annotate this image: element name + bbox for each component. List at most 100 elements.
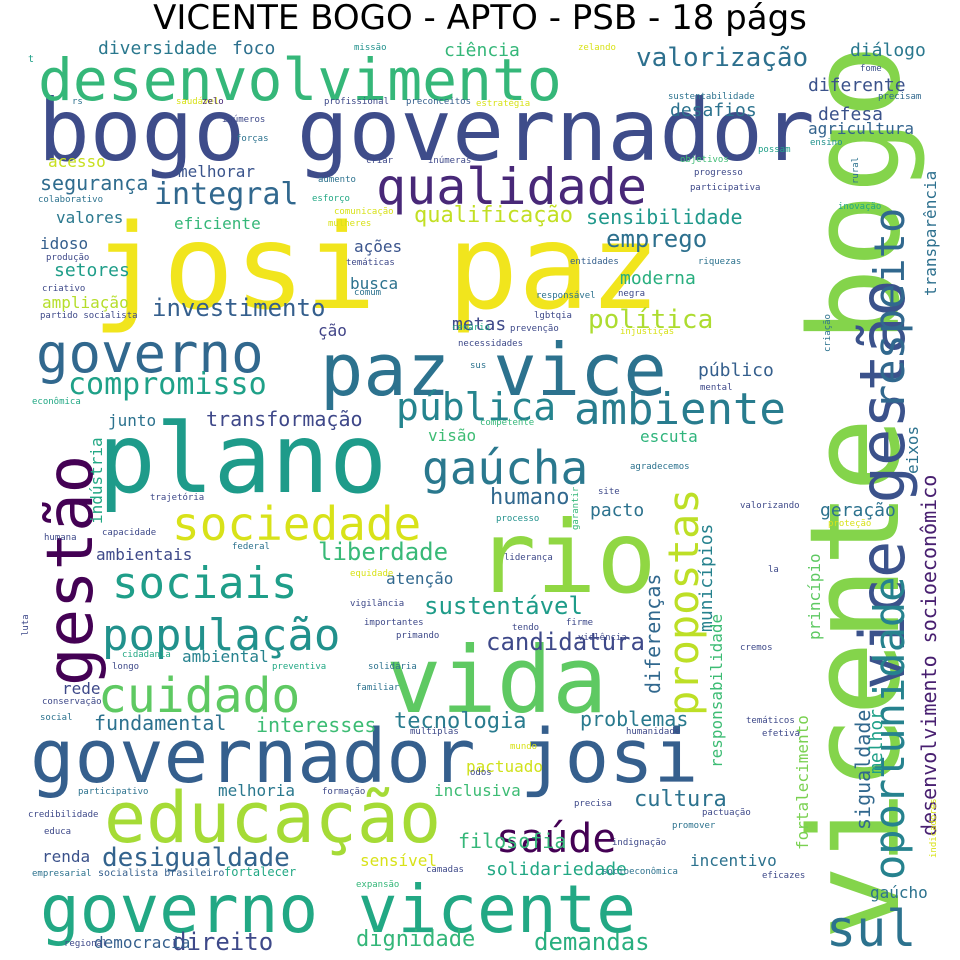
word-moderna: moderna (620, 268, 696, 289)
word-cuidado: cuidado (98, 668, 300, 724)
word-processo: processo (496, 514, 539, 524)
word-seguranca: segurança (40, 171, 148, 195)
word-qualificacao: qualificação (414, 203, 573, 228)
word-visao: visão (428, 426, 476, 445)
word-educacao: educação (104, 777, 441, 859)
word-municipios: municípios (696, 524, 717, 632)
word-demandas: demandas (534, 928, 650, 956)
word-integral: integral (154, 177, 299, 212)
word-trajetoria: trajetória (150, 492, 204, 503)
word-camadas: camadas (426, 865, 464, 875)
word-cao: ção (318, 321, 347, 340)
word-diversidade: diversidade (98, 38, 217, 59)
word-socialista-brasileiro: socialista brasileiro (98, 868, 224, 879)
word-governo-vicente: governo vicente (40, 871, 636, 948)
word-zelando: zelando (578, 43, 616, 53)
word-expansao: expansão (356, 880, 399, 890)
word-estrategia: estratégia (476, 98, 530, 109)
word-firme: firme (566, 618, 593, 628)
word-valorizacao: valorização (636, 43, 808, 73)
word-producao: produção (46, 253, 89, 263)
word-idoso: idoso (40, 234, 88, 253)
word-criar: criar (366, 156, 394, 166)
word-rural: rural (851, 157, 861, 184)
word-mundo: mundo (510, 742, 537, 752)
word-missao: missão (354, 43, 387, 53)
word-empresarial: empresarial (32, 869, 92, 879)
word-social: social (40, 713, 73, 723)
word-inovacao: inovação (838, 202, 881, 212)
word-setores: setores (54, 260, 130, 281)
word-responsabilidade: responsabilidade (707, 614, 726, 768)
word-valorizando: valorizando (740, 501, 800, 511)
word-diferencas: diferenças (641, 574, 665, 694)
word-democracia: democracia (94, 933, 190, 952)
word-pactuado: pactuado (466, 757, 543, 776)
word-formacao: formação (322, 787, 365, 797)
word-violencia: violência (578, 632, 627, 643)
word-longo: longo (112, 662, 139, 672)
word-sensivel: sensível (360, 851, 437, 870)
word-interesses: interesses (256, 713, 376, 737)
word-agradecemos: agradecemos (630, 462, 690, 472)
word-indignacao: indignação (612, 838, 666, 848)
word-entidades: entidades (570, 257, 619, 267)
word-ciencia: ciência (444, 40, 520, 61)
word-ambientais: ambientais (96, 545, 192, 564)
word-comunicacao: comunicação (334, 207, 394, 217)
word-desenvolvimento: desenvolvimento (38, 46, 562, 114)
word-respeito: respeito (865, 208, 914, 410)
word-comum: comum (354, 288, 381, 298)
word-inumeras: inúmeras (428, 156, 471, 166)
word-rio: rio (476, 499, 657, 616)
word-compromisso: compromisso (68, 367, 267, 402)
word-liberdade: liberdade (318, 538, 448, 566)
word-fortalecer: fortalecer (224, 865, 296, 879)
word-prevencao: prevenção (510, 324, 559, 334)
word-vice-gestao: vice gestão (846, 279, 919, 690)
word-objetivos: objetivos (680, 155, 729, 165)
word-emprego: emprego (606, 225, 707, 253)
word-sustentavel: sustentável (424, 592, 583, 620)
word-dignidade: dignidade (356, 927, 475, 952)
word-transformacao: transformação (206, 407, 363, 431)
word-melhoria: melhoria (218, 781, 295, 800)
word-promover: promover (672, 821, 716, 831)
word-socioeconomica: socioeconômica (602, 866, 678, 877)
word-industria: indústria (87, 437, 106, 524)
word-politica: política (588, 305, 713, 335)
word-renda: renda (42, 847, 90, 866)
word-governador-josi: governador josi (30, 714, 698, 800)
word-valores: valores (56, 208, 123, 227)
word-gaucha: gaúcha (422, 441, 588, 495)
word-melhorar: melhorar (178, 162, 255, 181)
word-escuta: escuta (640, 427, 698, 446)
word-primando: primando (396, 631, 439, 641)
word-injusticas: injustiças (620, 327, 674, 337)
word-busca: busca (350, 274, 398, 293)
word-solidariedade: solidariedade (486, 859, 627, 880)
word-bogo-governador: bogo governador (38, 81, 815, 181)
word-forcas: forças (236, 134, 269, 144)
word-principio: princípio (805, 553, 824, 640)
word-ensino: ensino (810, 138, 843, 148)
word-desigualdade: desigualdade (102, 843, 290, 873)
word-rede: rede (62, 679, 101, 698)
word-sustentabilidade: sustentabilidade (668, 92, 755, 102)
word-progresso: progresso (694, 168, 743, 178)
word-humana: humana (44, 533, 77, 543)
word-competente: competente (480, 418, 534, 428)
word-foco: foco (232, 38, 275, 59)
word-tematicas: temáticas (346, 258, 395, 268)
word-partido-socialista: partido socialista (40, 311, 138, 321)
word-cultura: cultura (634, 787, 727, 812)
word-cenario: cenário (452, 323, 490, 333)
word-profissional: profissional (324, 97, 389, 107)
word-t: t (28, 54, 34, 65)
word-necessidades: necessidades (458, 339, 523, 349)
word-responsavel: responsável (536, 291, 596, 301)
word-familiar: familiar (356, 683, 400, 693)
word-populacao: população (102, 610, 340, 661)
word-tecnologia: tecnologia (394, 709, 526, 734)
